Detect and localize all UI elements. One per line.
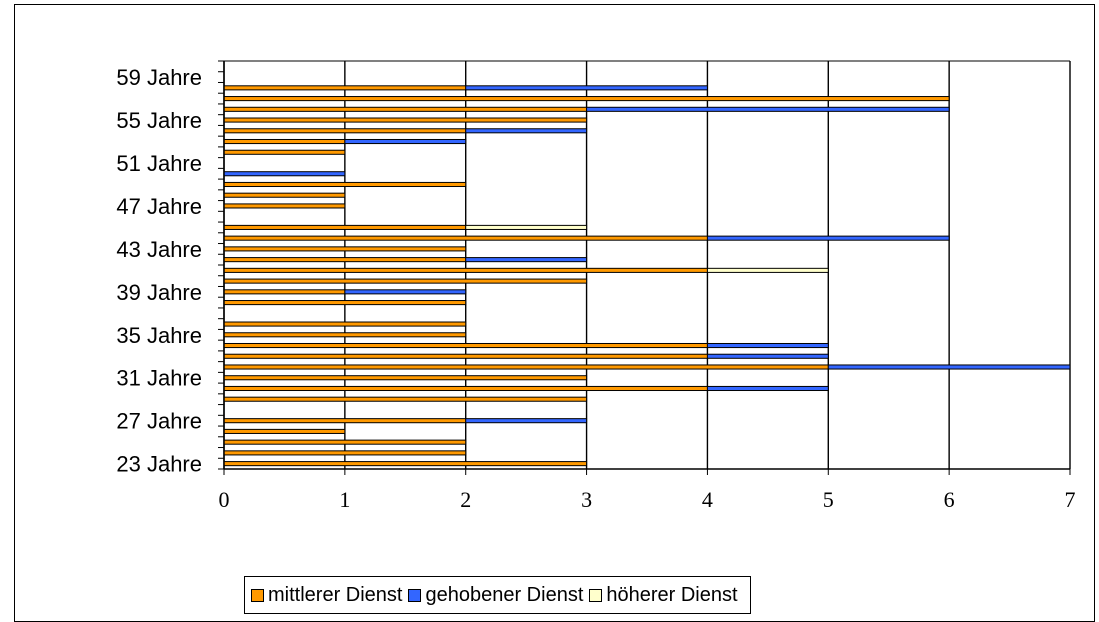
bar-3-series-0 — [223, 428, 346, 434]
bar-chart: 0 1 2 3 4 5 6 7 23 Jahre 27 Jahre 31 Jahre 35 Jahre… — [116, 60, 1076, 512]
bar-30-series-0 — [223, 138, 346, 145]
legend-label-mittlerer: mittlerer Dienst — [268, 583, 403, 606]
bar-33-series-1 — [586, 106, 950, 112]
x-tick-label-4: 4 — [702, 487, 713, 512]
legend-swatch-mittlerer — [251, 588, 264, 602]
bar-1-series-0 — [223, 450, 467, 456]
bar-34-series-0 — [223, 96, 950, 102]
y-tick-label-23-Jahre: 23 Jahre — [116, 452, 202, 477]
bar-18-series-2 — [706, 267, 829, 273]
legend-label-gehobener: gehobener Dienst — [425, 583, 584, 606]
chart-frame: 0 1 2 3 4 5 6 7 23 Jahre 27 Jahre 31 Jahre 35 Jahre… — [14, 4, 1095, 622]
bar-19-series-0 — [223, 257, 467, 263]
bar-6-series-0 — [223, 396, 588, 402]
y-tick-label-43-Jahre: 43 Jahre — [116, 237, 202, 262]
x-tick-label-1: 1 — [339, 487, 350, 512]
bar-12-series-0 — [223, 332, 467, 338]
bar-35-series-1 — [465, 85, 708, 91]
y-tick-label-31-Jahre: 31 Jahre — [116, 366, 202, 391]
bar-4-series-1 — [465, 418, 588, 424]
x-tick-label-3: 3 — [581, 487, 592, 512]
x-tick-label-0: 0 — [219, 487, 230, 512]
bar-25-series-0 — [223, 192, 346, 198]
bar-15-series-0 — [223, 300, 467, 306]
bar-19-series-1 — [465, 257, 588, 263]
y-tick-label-47-Jahre: 47 Jahre — [116, 194, 202, 219]
bar-11-series-1 — [706, 342, 829, 349]
bar-7-series-0 — [223, 385, 708, 392]
bar-9-series-1 — [827, 364, 1071, 370]
y-tick-label-27-Jahre: 27 Jahre — [116, 409, 202, 434]
y-tick-label-39-Jahre: 39 Jahre — [116, 280, 202, 305]
bar-24-series-0 — [223, 203, 346, 209]
legend-label-hoeherer: höherer Dienst — [606, 583, 738, 606]
y-tick-label-55-Jahre: 55 Jahre — [116, 108, 202, 133]
bars-layer — [223, 85, 1071, 467]
legend-swatch-hoeherer — [589, 588, 603, 602]
bar-11-series-0 — [223, 342, 708, 349]
legend: mittlerer Dienst gehobener Dienst höhere… — [244, 576, 751, 614]
bar-21-series-0 — [223, 235, 708, 241]
bar-31-series-1 — [465, 128, 588, 134]
bar-20-series-0 — [223, 246, 467, 252]
bar-16-series-0 — [223, 289, 346, 295]
bar-7-series-1 — [706, 385, 829, 392]
bar-32-series-0 — [223, 117, 588, 123]
bar-26-series-0 — [223, 181, 467, 188]
bar-22-series-2 — [465, 224, 588, 230]
bar-2-series-0 — [223, 439, 467, 445]
bar-31-series-0 — [223, 128, 467, 134]
axis-layer: 0 1 2 3 4 5 6 7 23 Jahre 27 Jahre 31 Jahre 35 Jahre… — [116, 60, 1076, 512]
x-tick-label-2: 2 — [460, 487, 471, 512]
legend-item-hoeherer: höherer Dienst — [589, 583, 738, 607]
bar-8-series-0 — [223, 375, 588, 381]
x-tick-label-5: 5 — [823, 487, 834, 512]
bar-4-series-0 — [223, 418, 467, 424]
legend-item-mittlerer: mittlerer Dienst — [251, 584, 402, 607]
bar-18-series-0 — [223, 267, 708, 273]
bar-29-series-0 — [223, 149, 346, 155]
bar-10-series-0 — [223, 353, 708, 359]
bar-13-series-0 — [223, 321, 467, 327]
bar-21-series-1 — [706, 235, 950, 241]
bar-17-series-0 — [223, 278, 588, 284]
bar-9-series-0 — [223, 364, 829, 370]
bar-0-series-0 — [223, 461, 588, 467]
bar-30-series-1 — [344, 138, 467, 145]
bar-27-series-1 — [223, 171, 346, 177]
bar-22-series-0 — [223, 224, 467, 230]
x-tick-label-7: 7 — [1065, 487, 1076, 512]
bar-33-series-0 — [223, 106, 588, 112]
y-tick-label-35-Jahre: 35 Jahre — [116, 323, 202, 348]
bar-16-series-1 — [344, 289, 467, 295]
x-tick-label-6: 6 — [944, 487, 955, 512]
bar-10-series-1 — [706, 353, 829, 359]
bar-35-series-0 — [223, 85, 467, 91]
y-tick-label-59-Jahre: 59 Jahre — [116, 65, 202, 90]
legend-item-gehobener: gehobener Dienst — [408, 584, 583, 607]
y-tick-label-51-Jahre: 51 Jahre — [116, 151, 202, 176]
legend-swatch-gehobener — [408, 588, 422, 602]
